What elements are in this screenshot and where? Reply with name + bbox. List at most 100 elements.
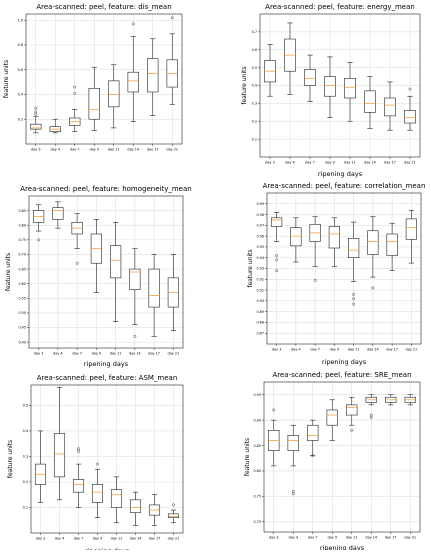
box-day-21 [167,503,180,524]
box-iqr [346,404,358,416]
x-tick-label: day 21 [166,148,178,152]
outlier-point [352,292,356,296]
x-tick-label: day 21 [406,348,418,352]
x-tick-label: day 17 [149,537,161,541]
box-day-3 [34,430,47,503]
outlier-point [37,238,41,242]
y-tick-label: 0.2 [23,480,28,484]
y-tick-label: 1.0 [18,18,23,22]
x-tick-label: day 11 [348,348,360,352]
plot-frame [263,381,421,533]
outlier-point [275,254,279,258]
box-day-9 [326,399,338,441]
box-iqr [91,484,104,503]
outlier-point [408,87,412,91]
box-day-14 [129,248,141,338]
box-day-21 [167,254,179,331]
y-tick-label: 0.7 [252,30,257,34]
box-day-14 [127,22,139,123]
outlier-point [96,462,99,466]
x-tick-label: day 14 [130,537,142,541]
y-tick-label: 0.50 [18,311,26,315]
box-iqr [404,110,416,124]
outlier-point [350,428,354,432]
y-tick-label: 0.85 [253,444,261,448]
y-tick-label: 0.90 [253,418,261,422]
x-tick-label: day 9 [92,352,101,356]
y-tick-label: 0.95 [253,393,261,397]
outlier-point [275,258,279,262]
box-iqr [364,90,376,113]
box-day-11 [110,222,122,322]
y-tick-label: 0.95 [256,245,264,249]
x-tick-label: day 4 [55,537,64,541]
box-day-4 [53,387,66,501]
x-tick-label: day 4 [285,161,294,165]
x-tick-label: day 9 [328,536,337,540]
x-tick-label: day 11 [108,148,120,152]
y-tick-label: 0.55 [18,297,26,301]
y-tick-label: 0.96 [256,234,264,238]
x-tick-label: day 3 [36,537,45,541]
x-tick-label: day 7 [70,148,79,152]
box-iqr [110,489,123,508]
y-tick-label: 0.70 [18,253,26,257]
y-axis-label: feature units [241,66,248,104]
y-tick-label: 0.60 [18,282,26,286]
chart-panel-5: Area-scanned: peel, feature: ASM_mean 0.1… [7,374,184,554]
box-iqr [290,227,302,247]
outlier-point [352,297,356,301]
x-tick-label: day 14 [367,348,379,352]
box-day-3 [271,212,283,273]
y-tick-label: 0.92 [256,277,264,281]
outlier-point [371,286,375,290]
plot-frame [25,13,183,145]
x-tick-label: day 7 [305,161,314,165]
x-tick-label: day 14 [129,352,141,356]
box-day-7 [307,419,319,458]
x-tick-label: day 14 [364,161,376,165]
box-day-7 [304,54,316,102]
x-tick-label: day 11 [110,352,122,356]
outlier-point [73,85,77,89]
box-day-14 [365,394,377,420]
x-tick-label: day 21 [404,161,416,165]
x-tick-label: day 4 [51,148,60,152]
y-tick-label: 0.3 [23,455,28,459]
outlier-point [75,261,79,265]
box-iqr [328,226,340,249]
box-day-17 [147,38,159,116]
box-day-9 [90,219,102,293]
box-day-21 [405,209,417,264]
x-tick-label: day 4 [291,348,300,352]
box-day-21 [404,394,416,406]
box-iqr [129,499,142,513]
chart-title: Area-scanned: peel, feature: SRE_mean [272,371,411,379]
box-iqr [53,433,66,478]
outlier-point [77,447,80,451]
box-day-17 [384,81,396,131]
y-tick-label: 0.5 [23,404,28,408]
box-iqr [287,435,299,451]
box-day-14 [129,491,142,526]
box-iqr [405,218,417,240]
box-day-11 [348,221,360,306]
y-tick-label: 0.3 [252,102,257,106]
box-day-3 [268,408,280,467]
chart-title: Area-scanned: peel, feature: energy_mean [265,3,415,11]
outlier-point [172,503,175,507]
x-tick-label: day 3 [265,161,274,165]
box-iqr [384,97,396,117]
x-tick-label: day 21 [168,352,180,356]
box-day-11 [346,396,358,432]
x-axis-label: ripening days [318,170,363,178]
box-day-14 [367,216,379,290]
box-day-7 [71,213,83,265]
y-tick-label: 0.40 [18,340,26,344]
box-iqr [30,123,42,130]
plot-frame [28,195,184,349]
box-day-3 [30,106,42,134]
y-tick-label: 0.5 [252,66,257,70]
box-iqr [127,71,139,93]
chart-title: Area-scanned: peel, feature: ASM_mean [37,374,178,382]
